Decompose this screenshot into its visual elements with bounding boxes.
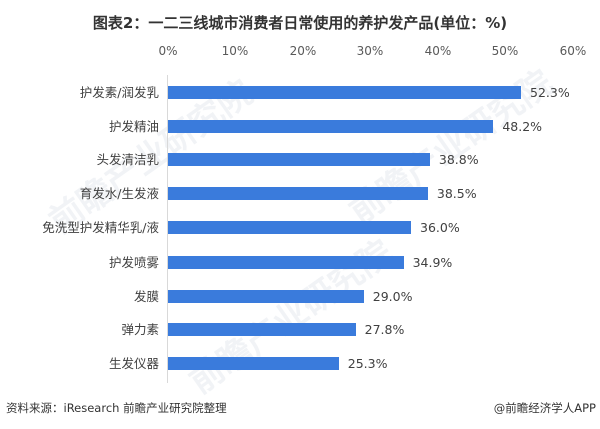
bar	[168, 323, 356, 336]
x-tick: 10%	[221, 44, 249, 58]
chart-title: 图表2：一二三线城市消费者日常使用的养护发产品(单位：%)	[92, 14, 508, 32]
category-label: 发膜	[133, 289, 159, 304]
bar	[168, 153, 430, 166]
watermark: 前瞻产业研究院	[182, 232, 400, 403]
category-label: 头发清洁乳	[96, 152, 159, 167]
category-label: 护发喷雾	[108, 255, 159, 270]
y-axis-line	[167, 75, 168, 383]
bar	[168, 290, 364, 303]
x-tick: 50%	[491, 44, 519, 58]
value-label: 52.3%	[530, 85, 570, 100]
value-label: 29.0%	[372, 289, 413, 304]
value-label: 38.5%	[436, 186, 477, 201]
source-note: 资料来源：iResearch 前瞻产业研究院整理	[6, 401, 227, 415]
value-label: 38.8%	[438, 152, 479, 167]
x-tick: 60%	[559, 44, 587, 58]
category-label: 生发仪器	[108, 356, 159, 371]
value-label: 34.9%	[412, 255, 453, 270]
value-label: 27.8%	[364, 322, 405, 337]
x-tick: 30%	[356, 44, 384, 58]
category-label: 弹力素	[121, 322, 159, 337]
value-label: 36.0%	[420, 220, 460, 235]
value-label: 25.3%	[347, 356, 388, 371]
bar	[168, 357, 339, 370]
bar	[168, 120, 494, 133]
bar	[168, 256, 404, 269]
bar	[168, 86, 522, 99]
x-tick: 0%	[158, 44, 178, 58]
x-tick: 40%	[424, 44, 452, 58]
value-label: 48.2%	[502, 119, 543, 134]
credit-note: @前瞻经济学人APP	[493, 401, 596, 415]
category-label: 护发素/润发乳	[79, 85, 159, 100]
category-label: 育发水/生发液	[79, 186, 159, 201]
x-tick: 20%	[289, 44, 317, 58]
watermark: 前瞻产业研究院	[342, 62, 560, 233]
bar	[168, 187, 428, 200]
category-label: 免洗型护发精华乳/液	[42, 220, 159, 235]
bar	[168, 221, 411, 234]
category-label: 护发精油	[108, 119, 159, 134]
